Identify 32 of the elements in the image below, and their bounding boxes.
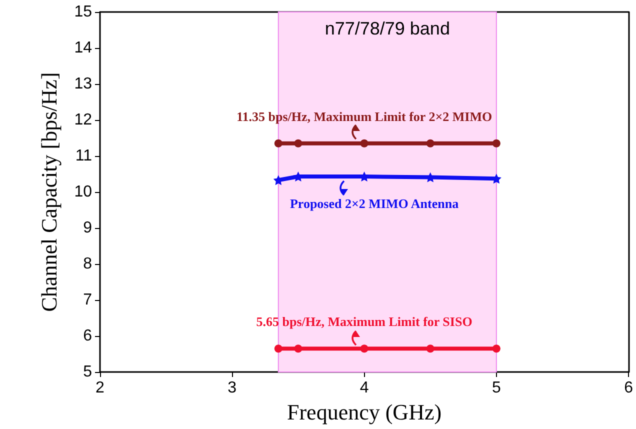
x-tick-label: 6	[624, 380, 634, 396]
point	[294, 139, 302, 148]
y-tick-label: 15	[74, 4, 92, 20]
x-tick-label: 2	[96, 380, 105, 396]
x-axis-title: Frequency (GHz)	[286, 399, 442, 424]
y-tick-label: 9	[83, 220, 92, 236]
x-tick-label: 4	[360, 380, 369, 396]
y-tick-label: 6	[83, 328, 92, 344]
point	[426, 139, 434, 148]
x-tick-label: 5	[492, 380, 501, 396]
y-tick-label: 12	[74, 112, 92, 128]
point	[274, 139, 282, 148]
y-tick-label: 11	[75, 148, 92, 164]
point	[492, 139, 500, 148]
annotation: Proposed 2×2 MIMO Antenna	[290, 196, 460, 212]
annotation: 11.35 bps/Hz, Maximum Limit for 2×2 MIMO	[236, 108, 492, 124]
y-tick-label: 14	[74, 40, 92, 56]
annotation: 5.65 bps/Hz, Maximum Limit for SISO	[256, 314, 472, 330]
y-tick-label: 7	[83, 292, 92, 308]
point	[274, 344, 282, 353]
x-tick-label: 3	[228, 380, 237, 396]
point	[360, 344, 368, 353]
y-tick-label: 10	[74, 184, 92, 200]
band-label: n77/78/79 band	[324, 18, 450, 38]
point	[426, 344, 434, 353]
point	[360, 139, 368, 148]
y-tick-label: 13	[74, 76, 92, 92]
y-tick-label: 5	[83, 364, 92, 380]
y-tick-label: 8	[83, 256, 92, 272]
y-axis-title: Channel Capacity [bps/Hz]	[36, 72, 62, 312]
point	[294, 344, 302, 353]
point	[492, 344, 500, 353]
